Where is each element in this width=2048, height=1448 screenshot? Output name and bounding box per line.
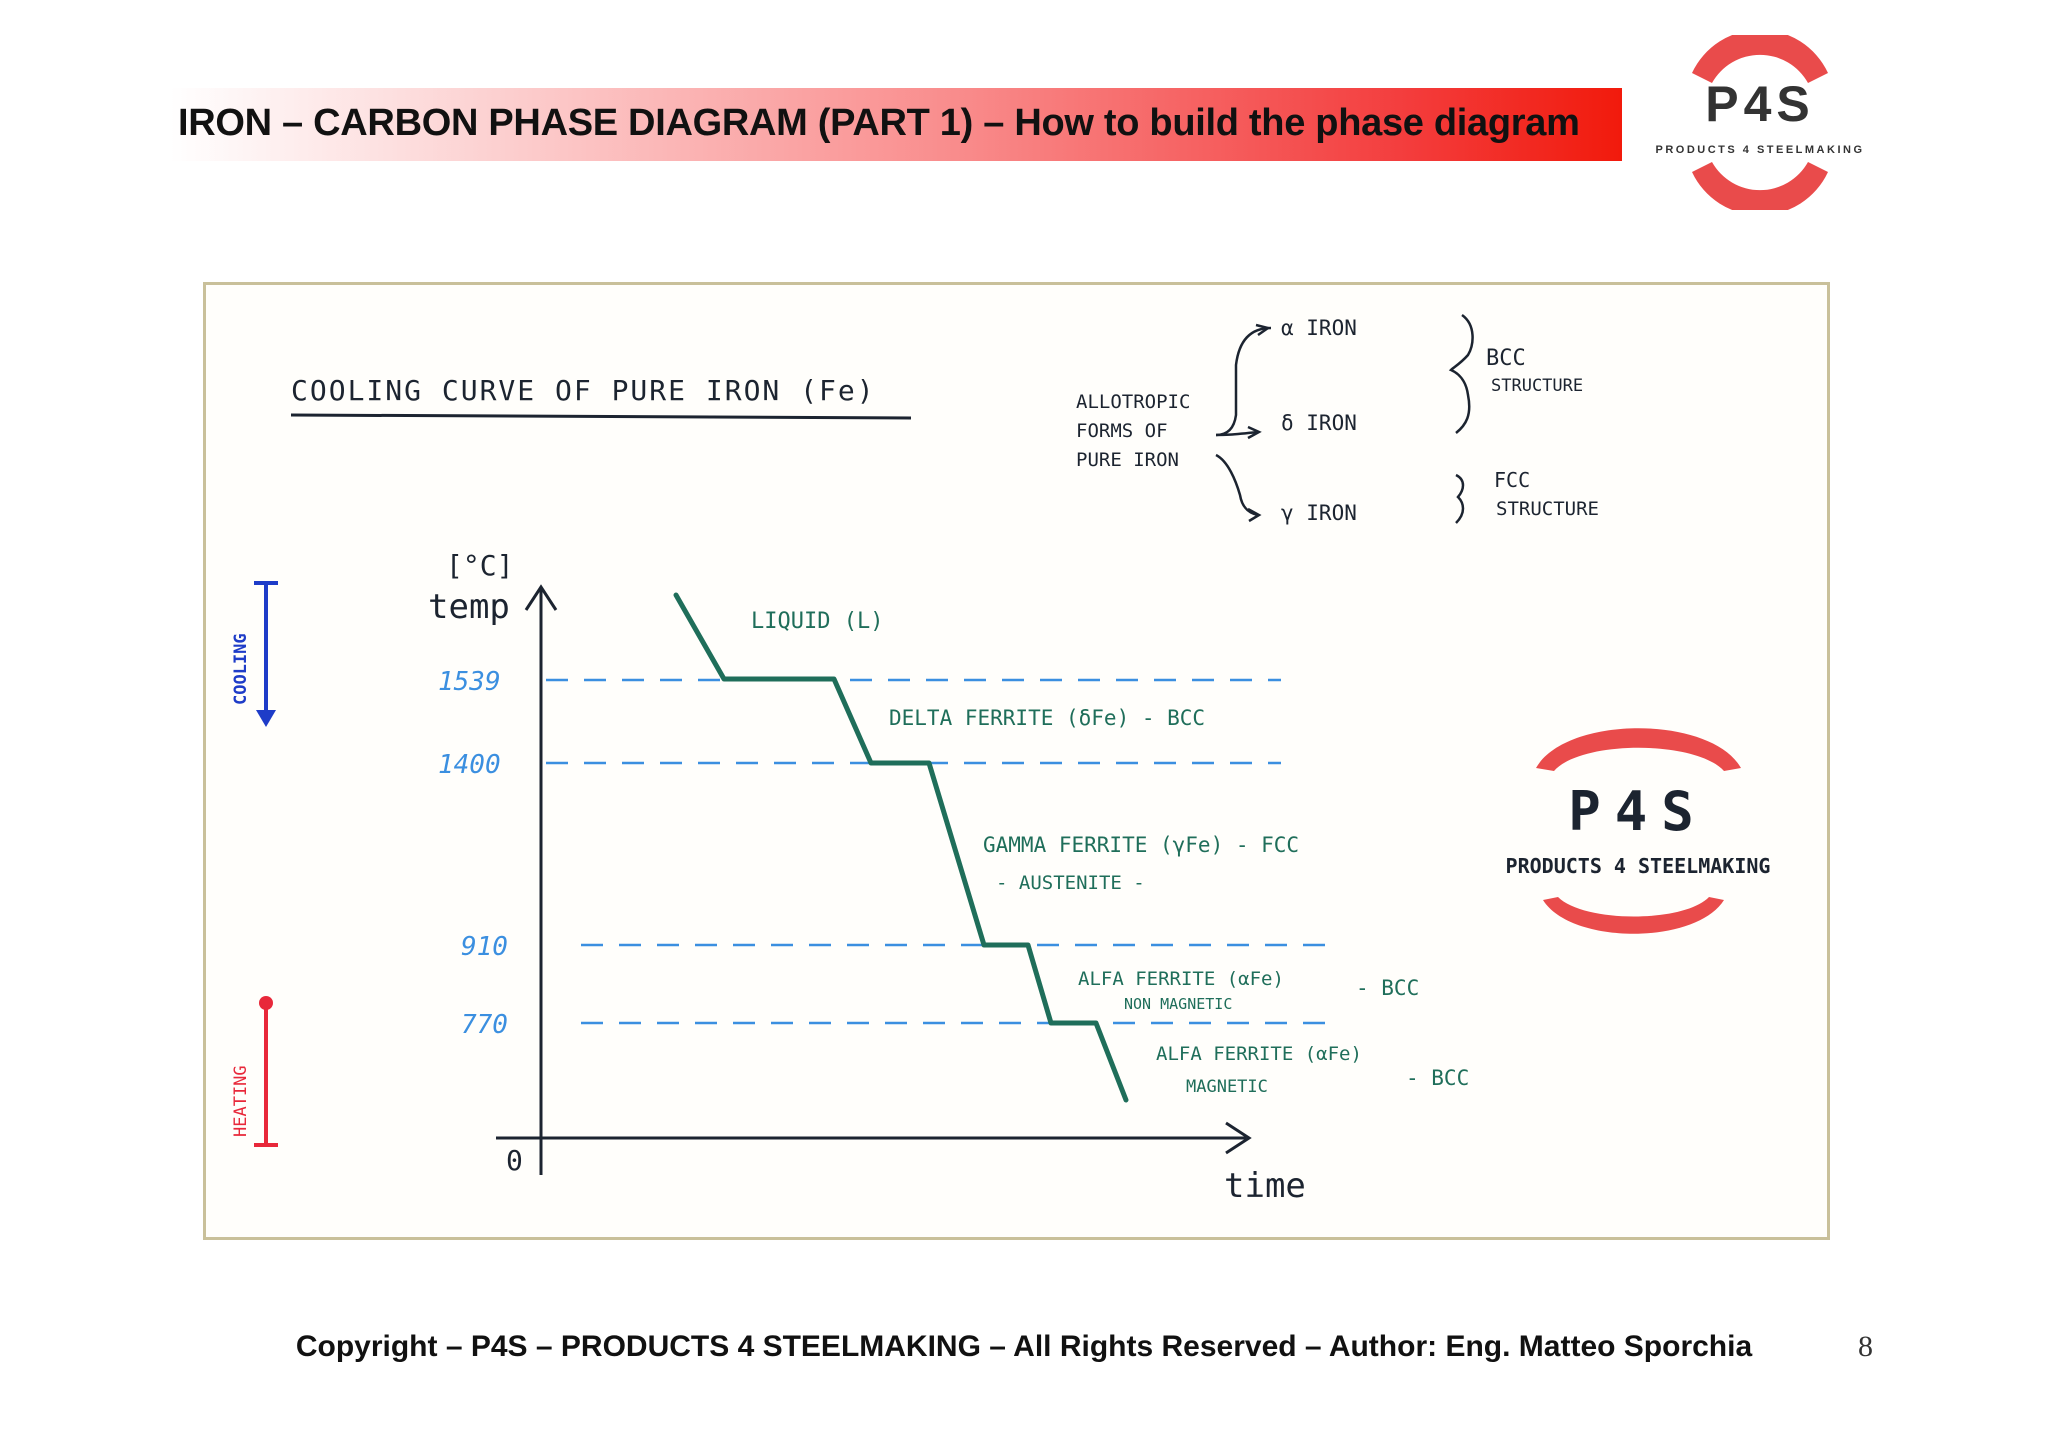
logo-arc-bottom-icon [1543, 897, 1724, 934]
fcc-label: FCC [1494, 468, 1530, 492]
liquid-phase-label: LIQUID (L) [751, 609, 883, 634]
temp-unit-label: [°C] [446, 549, 513, 582]
delta-iron-label: δ IRON [1281, 411, 1357, 435]
temp-1539-label: 1539 [438, 667, 501, 697]
cooling-arrow-icon [254, 581, 278, 727]
magnetic-label: MAGNETIC [1186, 1077, 1268, 1097]
y-axis-label: temp [428, 587, 510, 627]
allotropic-label-1: ALLOTROPIC [1076, 391, 1190, 413]
austenite-label: - AUSTENITE - [996, 872, 1145, 894]
alfa-ferrite-m-bcc: - BCC [1406, 1066, 1469, 1090]
figure-heading: COOLING CURVE OF PURE IRON (Fe) [291, 374, 876, 407]
fcc-structure-label: STRUCTURE [1496, 498, 1599, 520]
embedded-logo-name: P4S [1568, 780, 1708, 843]
embedded-p4s-logo: P4S PRODUCTS 4 STEELMAKING [1506, 728, 1771, 934]
delta-ferrite-label: DELTA FERRITE (δFe) - BCC [889, 706, 1205, 730]
temperature-guides [546, 678, 1336, 1025]
non-magnetic-label: NON MAGNETIC [1124, 995, 1232, 1013]
logo-arc-top-icon [1536, 728, 1741, 771]
gamma-ferrite-label: GAMMA FERRITE (γFe) - FCC [983, 833, 1299, 857]
bcc-label: BCC [1486, 346, 1526, 371]
heading-underline [290, 413, 912, 420]
axes [496, 584, 1252, 1175]
alfa-ferrite-nm-label: ALFA FERRITE (αFe) [1078, 968, 1284, 990]
temp-1400-label: 1400 [438, 750, 501, 780]
gamma-iron-label: γ IRON [1281, 501, 1357, 525]
alfa-ferrite-nm-bcc: - BCC [1356, 976, 1419, 1000]
temp-770-label: 770 [461, 1010, 508, 1040]
p4s-logo: P4S PRODUCTS 4 STEELMAKING [1640, 35, 1880, 210]
page-number: 8 [1858, 1330, 1873, 1363]
allotropic-brace-icon [1215, 313, 1474, 524]
origin-label: 0 [506, 1144, 523, 1177]
alfa-ferrite-m-label: ALFA FERRITE (αFe) [1156, 1043, 1362, 1065]
title-bar: IRON – CARBON PHASE DIAGRAM (PART 1) – H… [170, 88, 1622, 161]
alpha-iron-label: α IRON [1281, 316, 1357, 340]
logo-arcs-icon [1692, 35, 1828, 210]
bcc-structure-label: STRUCTURE [1491, 376, 1583, 396]
heating-label: HEATING [231, 1065, 251, 1137]
cooling-curve-figure: COOLING CURVE OF PURE IRON (Fe) ALLOTROP… [203, 282, 1830, 1240]
cooling-label: COOLING [231, 633, 251, 705]
allotropic-label-3: PURE IRON [1076, 449, 1179, 471]
x-axis-label: time [1224, 1166, 1306, 1206]
temp-910-label: 910 [461, 932, 508, 962]
embedded-logo-tagline: PRODUCTS 4 STEELMAKING [1506, 854, 1771, 878]
page-title: IRON – CARBON PHASE DIAGRAM (PART 1) – H… [178, 102, 1580, 144]
logo-name: P4S [1705, 76, 1815, 132]
heating-arrow-icon [254, 996, 278, 1147]
logo-tagline: PRODUCTS 4 STEELMAKING [1655, 144, 1865, 156]
allotropic-label-2: FORMS OF [1076, 420, 1168, 442]
cooling-curve-line [673, 592, 1129, 1103]
copyright-footer: Copyright – P4S – PRODUCTS 4 STEELMAKING… [295, 1330, 1753, 1363]
